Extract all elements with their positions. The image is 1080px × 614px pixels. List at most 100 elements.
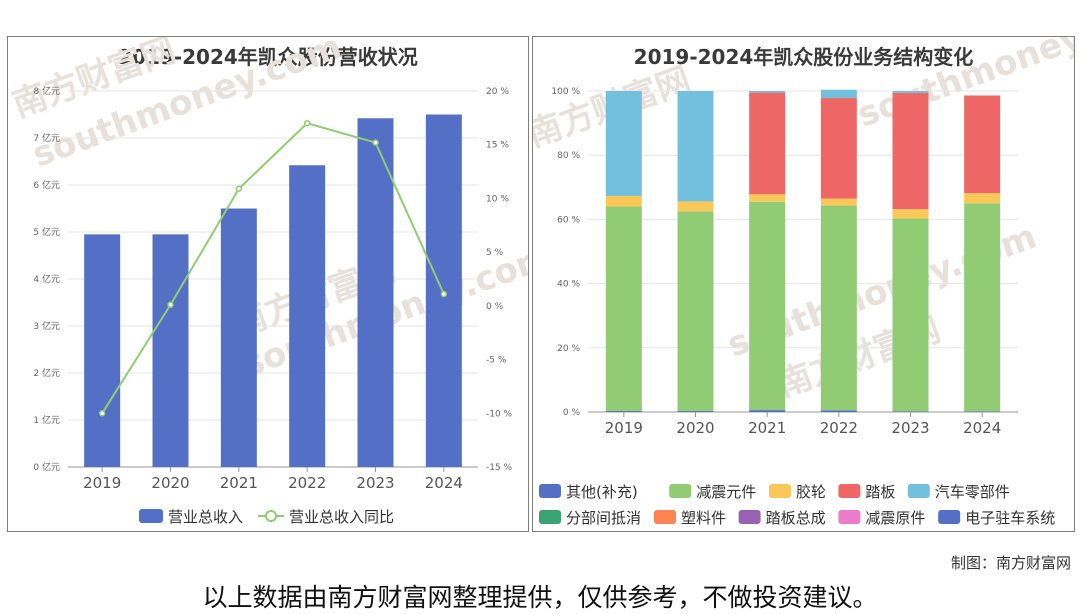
legend-label: 减震元件 <box>696 483 756 501</box>
left-axis-tick-label: 6 亿元 <box>33 179 60 191</box>
left-axis-tick-label: 8 亿元 <box>33 85 60 97</box>
right-axis-tick-label: -10 % <box>486 409 513 419</box>
revenue-bar <box>152 234 189 467</box>
x-axis-category-label: 2022 <box>820 419 858 437</box>
legend-swatch <box>539 510 561 524</box>
stacked-bar-segment <box>964 193 1001 204</box>
yoy-growth-point <box>167 301 174 309</box>
left-axis-tick-label: 2 亿元 <box>33 367 60 379</box>
x-axis-category-label: 2023 <box>356 474 394 492</box>
stacked-bar-segment <box>749 201 786 411</box>
y-axis-tick-label: 0 % <box>563 408 581 418</box>
stacked-bar-segment <box>964 95 1001 194</box>
y-axis-tick-label: 80 % <box>557 151 580 161</box>
legend-label: 减震原件 <box>865 509 925 527</box>
right-axis-tick-label: 10 % <box>486 194 509 204</box>
right-axis-tick-label: 5 % <box>486 248 504 258</box>
stacked-bar-segment <box>964 203 1001 412</box>
revenue-bar <box>357 118 394 467</box>
x-axis-category-label: 2020 <box>676 419 714 437</box>
structure-chart-panel: 2019-2024年凯众股份业务结构变化 南方财富网southmoney.com… <box>532 36 1075 532</box>
x-axis-category-label: 2019 <box>83 474 121 492</box>
x-axis-category-label: 2022 <box>288 474 326 492</box>
stacked-bar-segment <box>605 91 642 196</box>
yoy-growth-point <box>440 290 448 298</box>
stacked-bar-segment <box>892 218 929 412</box>
x-axis-category-label: 2019 <box>605 419 643 437</box>
stacked-bar-segment <box>677 201 714 212</box>
revenue-bar <box>84 234 121 467</box>
x-axis-category-label: 2024 <box>963 419 1001 437</box>
y-axis-tick-label: 100 % <box>551 87 580 97</box>
chart-credit: 制图：南方财富网 <box>950 554 1071 572</box>
right-axis-tick-label: 0 % <box>486 302 504 312</box>
stacked-bar-segment <box>749 92 786 195</box>
revenue-bar <box>425 114 462 467</box>
x-axis-category-label: 2021 <box>748 419 786 437</box>
yoy-growth-point <box>372 139 379 146</box>
stacked-bar-segment <box>892 92 929 210</box>
stacked-bar-segment <box>677 411 714 412</box>
left-axis-tick-label: 7 亿元 <box>33 132 60 144</box>
left-axis-tick-label: 3 亿元 <box>33 320 60 332</box>
stacked-bar-segment <box>605 411 642 412</box>
stacked-bar-segment <box>749 410 786 412</box>
stacked-bar-segment <box>964 411 1001 412</box>
legend-swatch <box>769 484 791 498</box>
yoy-growth-point <box>98 410 106 417</box>
stacked-bar-segment <box>677 91 714 202</box>
right-axis-tick-label: -15 % <box>486 463 513 473</box>
revenue-bar <box>289 165 326 467</box>
legend-swatch <box>669 484 692 498</box>
legend-label: 胶轮 <box>796 483 826 501</box>
legend-swatch <box>938 510 961 524</box>
structure-chart-svg: 南方财富网southmoney.com南方财富网southmoney.com0 … <box>533 37 1074 527</box>
legend-swatch <box>838 484 861 498</box>
stacked-bar-segment <box>820 98 857 199</box>
y-axis-tick-label: 60 % <box>557 215 580 225</box>
right-axis-tick-label: 15 % <box>486 141 509 151</box>
stacked-bar-segment <box>820 410 857 412</box>
stacked-bar-segment <box>820 89 857 99</box>
revenue-chart-svg: 南方财富网southmoney.com南方财富网southmoney.com0 … <box>8 37 528 526</box>
x-axis-category-label: 2024 <box>425 474 463 492</box>
revenue-bar <box>220 208 257 467</box>
watermark-text: southmoney.com <box>27 37 346 175</box>
x-axis-category-label: 2020 <box>151 474 189 492</box>
stacked-bar-segment <box>820 205 857 411</box>
stacked-bar-segment <box>605 195 642 207</box>
legend-swatch <box>838 510 861 524</box>
revenue-chart-panel: 2019-2024年凯众股份营收状况 南方财富网southmoney.com南方… <box>7 36 529 532</box>
y-axis-tick-label: 40 % <box>557 280 580 290</box>
stacked-bar-segment <box>749 194 786 202</box>
disclaimer-text: 以上数据由南方财富网整理提供，仅供参考，不做投资建议。 <box>202 583 878 612</box>
left-axis-tick-label: 5 亿元 <box>33 226 60 238</box>
stacked-bar-segment <box>892 209 929 219</box>
yoy-growth-line <box>101 122 445 414</box>
legend-label: 分部间抵消 <box>566 509 641 527</box>
stacked-bar-segment <box>820 198 857 206</box>
stacked-bar-segment <box>677 211 714 412</box>
yoy-growth-point <box>303 119 311 127</box>
stacked-bar-segment <box>749 91 786 93</box>
legend-swatch-revenue <box>139 509 163 523</box>
y-axis-tick-label: 20 % <box>557 344 580 354</box>
stacked-bar-segment <box>605 206 642 412</box>
legend-label: 电子驻车系统 <box>965 509 1055 527</box>
legend-label: 踏板 <box>865 483 895 501</box>
yoy-growth-point <box>235 185 243 193</box>
legend-swatch <box>907 484 930 498</box>
right-axis-tick-label: 20 % <box>486 87 509 97</box>
legend-label: 汽车零部件 <box>935 483 1010 501</box>
right-axis-tick-label: -5 % <box>486 356 507 366</box>
legend-label-revenue: 营业总收入 <box>168 508 243 526</box>
watermark-text: southmoney.com <box>852 37 1074 135</box>
left-axis-tick-label: 1 亿元 <box>33 414 60 426</box>
left-axis-tick-label: 0 亿元 <box>33 461 60 473</box>
legend-swatch <box>539 484 561 498</box>
stacked-bar-segment <box>892 91 929 93</box>
legend-label: 踏板总成 <box>766 509 826 527</box>
structure-chart-title: 2019-2024年凯众股份业务结构变化 <box>633 45 974 69</box>
x-axis-category-label: 2021 <box>220 474 258 492</box>
legend-label: 塑料件 <box>681 509 726 527</box>
